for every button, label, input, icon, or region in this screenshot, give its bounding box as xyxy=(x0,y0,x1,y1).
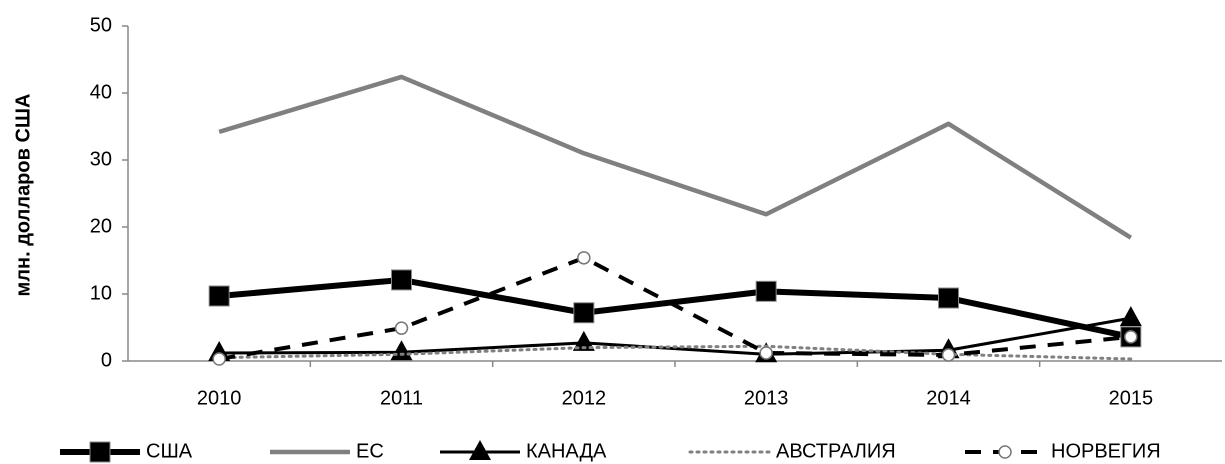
series-line xyxy=(217,344,1133,361)
data-point xyxy=(755,280,777,302)
x-tick-label: 2011 xyxy=(380,387,423,409)
x-tick-label: 2010 xyxy=(197,387,242,409)
legend-label: АВСТРАЛИЯ xyxy=(776,440,896,462)
data-point xyxy=(941,348,956,362)
x-tick-label: 2012 xyxy=(562,387,607,409)
legend-item: АВСТРАЛИЯ xyxy=(688,440,896,462)
data-point xyxy=(394,321,409,335)
data-point xyxy=(759,346,773,360)
data-point xyxy=(938,287,959,309)
x-tick-label: 2015 xyxy=(1109,387,1154,409)
data-point xyxy=(577,251,591,265)
data-point xyxy=(572,330,595,351)
legend-marker xyxy=(998,445,1012,459)
legend-label: ЕС xyxy=(356,440,384,462)
data-point xyxy=(390,340,413,361)
y-axis-label: млн. долларов США xyxy=(12,94,34,297)
legend-item: КАНАДА xyxy=(440,440,607,462)
data-point xyxy=(391,269,412,291)
legend-label: НОРВЕГИЯ xyxy=(1051,440,1161,462)
data-point xyxy=(208,285,230,307)
y-tick-label: 20 xyxy=(90,215,112,237)
series-line xyxy=(219,316,1132,356)
legend-item: ЕС xyxy=(270,440,384,462)
legend-label: США xyxy=(146,440,193,462)
data-point xyxy=(573,302,595,324)
legend-item: НОРВЕГИЯ xyxy=(965,440,1161,462)
x-tick-label: 2014 xyxy=(926,387,971,409)
data-point xyxy=(1119,306,1142,327)
legend-item: США xyxy=(60,440,193,463)
data-point xyxy=(1124,330,1138,344)
legend-label: КАНАДА xyxy=(526,440,607,462)
y-tick-label: 0 xyxy=(101,349,112,371)
series-line xyxy=(218,74,1133,240)
series-line xyxy=(218,276,1132,340)
legend-marker xyxy=(89,441,111,463)
y-tick-label: 50 xyxy=(90,14,112,36)
x-tick-label: 2013 xyxy=(744,387,789,409)
data-point xyxy=(212,352,226,366)
y-tick-label: 40 xyxy=(90,81,112,103)
legend-marker xyxy=(469,440,491,460)
series-line xyxy=(218,255,1132,361)
y-tick-label: 10 xyxy=(90,282,112,304)
y-tick-label: 30 xyxy=(90,148,112,170)
